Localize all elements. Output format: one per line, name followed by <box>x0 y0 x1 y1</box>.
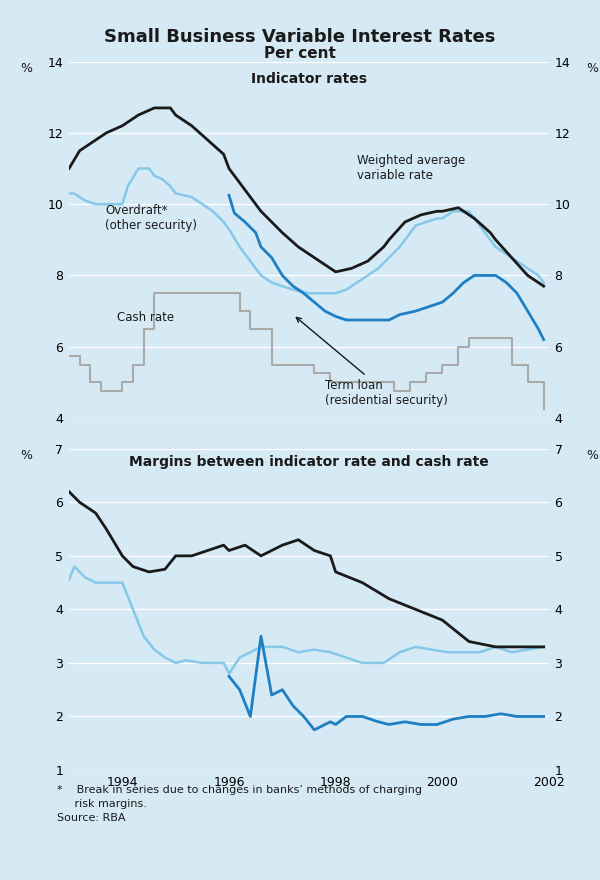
Text: %: % <box>586 62 598 75</box>
Text: %: % <box>20 449 32 462</box>
Text: Term loan
(residential security): Term loan (residential security) <box>296 318 448 407</box>
Text: Cash rate: Cash rate <box>117 311 174 324</box>
Text: Weighted average
variable rate: Weighted average variable rate <box>357 154 465 182</box>
Text: Small Business Variable Interest Rates: Small Business Variable Interest Rates <box>104 28 496 46</box>
Text: Overdraft*
(other security): Overdraft* (other security) <box>105 204 197 232</box>
Text: Margins between indicator rate and cash rate: Margins between indicator rate and cash … <box>129 455 489 469</box>
Text: Indicator rates: Indicator rates <box>251 72 367 86</box>
Text: %: % <box>586 449 598 462</box>
Text: *    Break in series due to changes in banks’ methods of charging
     risk marg: * Break in series due to changes in bank… <box>57 785 422 823</box>
Text: %: % <box>20 62 32 75</box>
Text: Per cent: Per cent <box>264 46 336 61</box>
